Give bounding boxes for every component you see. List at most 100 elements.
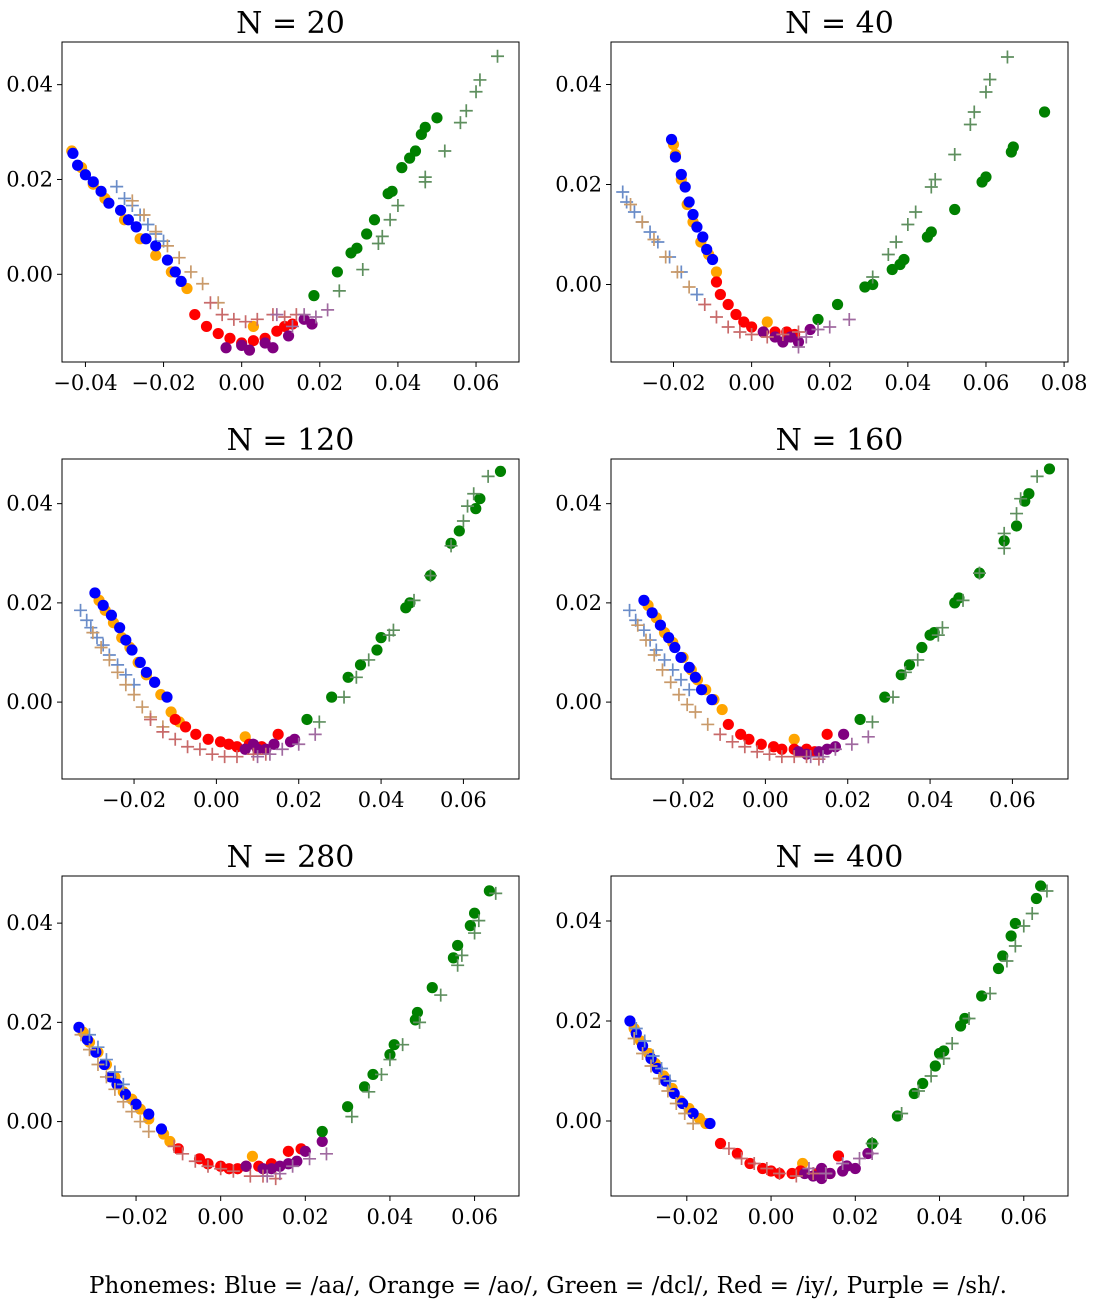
- x-tick-label: −0.02: [651, 788, 715, 812]
- data-point-ao_cross-cross: [111, 665, 125, 679]
- panel-title: N = 400: [776, 840, 904, 875]
- data-point-sh: [257, 1163, 269, 1175]
- data-point-dcl_cross-cross: [935, 621, 949, 635]
- data-point-aa: [79, 169, 92, 181]
- data-point-ao_cross-cross: [99, 1070, 113, 1084]
- y-tick-label: 0.02: [555, 173, 602, 197]
- data-point-dcl: [470, 503, 482, 515]
- data-point-iy_cross-cross: [243, 1169, 257, 1183]
- data-point-ao_cross-cross: [659, 250, 673, 264]
- y-tick-label: 0.02: [555, 1009, 602, 1033]
- data-point-dcl_cross-cross: [866, 270, 880, 284]
- data-point-ao_cross-cross: [108, 1082, 122, 1096]
- data-point-dcl_cross-cross: [383, 1053, 397, 1067]
- panel-n20: N = 20 −0.04 −0.02 0.00 0.02 0.04 0.06 0.00 0.02…: [6, 6, 520, 395]
- data-point-iy: [212, 327, 224, 340]
- data-point-iy_cross-cross: [787, 750, 801, 764]
- data-point-dcl: [409, 145, 422, 157]
- data-point-ao_cross-cross: [636, 1047, 650, 1060]
- data-point-iy: [202, 733, 214, 745]
- x-tick-label: 0.02: [824, 788, 871, 812]
- data-point-ao_cross-cross: [627, 1032, 641, 1045]
- data-point-dcl_cross-cross: [979, 85, 993, 99]
- data-point-ao_cross-cross: [686, 1117, 700, 1130]
- data-point-dcl: [925, 226, 937, 238]
- data-point-dcl_cross-cross: [489, 886, 503, 900]
- data-point-aa: [638, 594, 650, 606]
- panel-n40: N = 40 −0.02 0.00 0.02 0.04 0.06 0.08 0.00 0.02 0…: [555, 6, 1087, 395]
- data-point-sh_cross-cross: [286, 1159, 300, 1173]
- y-tick-label: 0.00: [555, 273, 602, 297]
- data-point-dcl: [358, 1081, 371, 1093]
- x-tick-label: 0.08: [1041, 371, 1088, 395]
- data-point-iy_cross-cross: [214, 1162, 228, 1176]
- data-point-dcl: [316, 1125, 328, 1138]
- data-point-ao_cross-cross: [135, 700, 149, 714]
- data-point-ao_cross-cross: [116, 1095, 130, 1109]
- data-point-ao_cross-cross: [701, 717, 715, 731]
- data-point-aa_cross-cross: [110, 180, 124, 194]
- data-point-dcl_cross-cross: [374, 1067, 388, 1081]
- data-point-ao_cross-cross: [133, 1115, 147, 1129]
- data-point-aa: [73, 1021, 85, 1033]
- data-point-ao_cross-cross: [94, 641, 108, 655]
- data-point-sh: [299, 1145, 311, 1157]
- data-point-sh: [239, 743, 251, 755]
- data-point-iy_cross-cross: [156, 725, 170, 739]
- figure-caption: Phonemes: Blue = /aa/, Orange = /ao/, Gr…: [89, 1273, 1007, 1299]
- data-point-aa: [122, 214, 135, 226]
- data-point-iy_cross-cross: [747, 1157, 761, 1170]
- data-point-dcl_cross-cross: [407, 593, 421, 607]
- data-point-dcl: [1009, 917, 1021, 930]
- data-point-dcl_cross-cross: [459, 104, 473, 118]
- data-point-dcl_cross-cross: [362, 653, 376, 667]
- data-point-dcl_cross-cross: [997, 526, 1011, 540]
- data-point-ao_cross-cross: [688, 705, 702, 719]
- data-point-ao_cross-cross: [639, 633, 653, 647]
- y-tick-label: 0.02: [555, 591, 602, 615]
- data-point-aa: [140, 233, 152, 245]
- data-point-aa: [149, 676, 161, 688]
- data-point-dcl_cross-cross: [911, 653, 925, 667]
- data-point-iy_cross-cross: [760, 330, 774, 344]
- data-point-aa_cross-cross: [616, 185, 630, 199]
- data-point-dcl_cross-cross: [1010, 507, 1024, 521]
- data-point-aa: [155, 1123, 168, 1135]
- data-point-ao_cross-cross: [160, 239, 174, 253]
- data-point-dcl: [898, 253, 910, 266]
- data-point-iy_cross-cross: [750, 745, 764, 759]
- data-point-sh: [265, 1163, 278, 1175]
- data-point-sh: [757, 326, 769, 338]
- data-point-iy: [755, 738, 767, 750]
- plot-area: [73, 885, 503, 1186]
- data-point-iy_cross-cross: [144, 712, 158, 726]
- data-point-aa_cross-cross: [646, 1049, 660, 1063]
- y-tick-label: 0.04: [555, 73, 602, 97]
- data-point-aa_cross-cross: [643, 225, 657, 239]
- data-point-dcl: [903, 659, 916, 671]
- data-point-dcl: [992, 962, 1005, 975]
- data-point-aa_cross-cross: [638, 1034, 652, 1048]
- axes-frame: [610, 458, 1069, 780]
- data-point-ao_cross-cross: [91, 1058, 105, 1072]
- data-point-dcl: [494, 465, 507, 478]
- data-point-aa_cross-cross: [117, 191, 131, 205]
- data-point-aa: [97, 599, 109, 611]
- x-tick-label: 0.06: [989, 788, 1036, 812]
- panel-title: N = 40: [785, 6, 894, 41]
- data-point-ao_cross-cross: [672, 688, 686, 702]
- data-point-iy: [247, 335, 259, 347]
- data-point-ao_cross-cross: [678, 1107, 692, 1120]
- x-tick-label: 0.02: [275, 788, 322, 812]
- data-point-dcl: [938, 1045, 950, 1057]
- data-point-dcl_cross-cross: [956, 593, 970, 607]
- data-point-iy: [730, 308, 742, 321]
- data-point-dcl_cross-cross: [889, 235, 903, 249]
- x-tick-label: 0.00: [193, 788, 240, 812]
- data-point-dcl_cross-cross: [469, 85, 483, 99]
- y-tick-label: 0.02: [6, 591, 53, 615]
- data-point-aa_cross-cross: [80, 613, 94, 627]
- data-point-dcl: [1043, 463, 1056, 475]
- data-point-aa: [120, 634, 132, 646]
- data-point-aa: [119, 1088, 132, 1100]
